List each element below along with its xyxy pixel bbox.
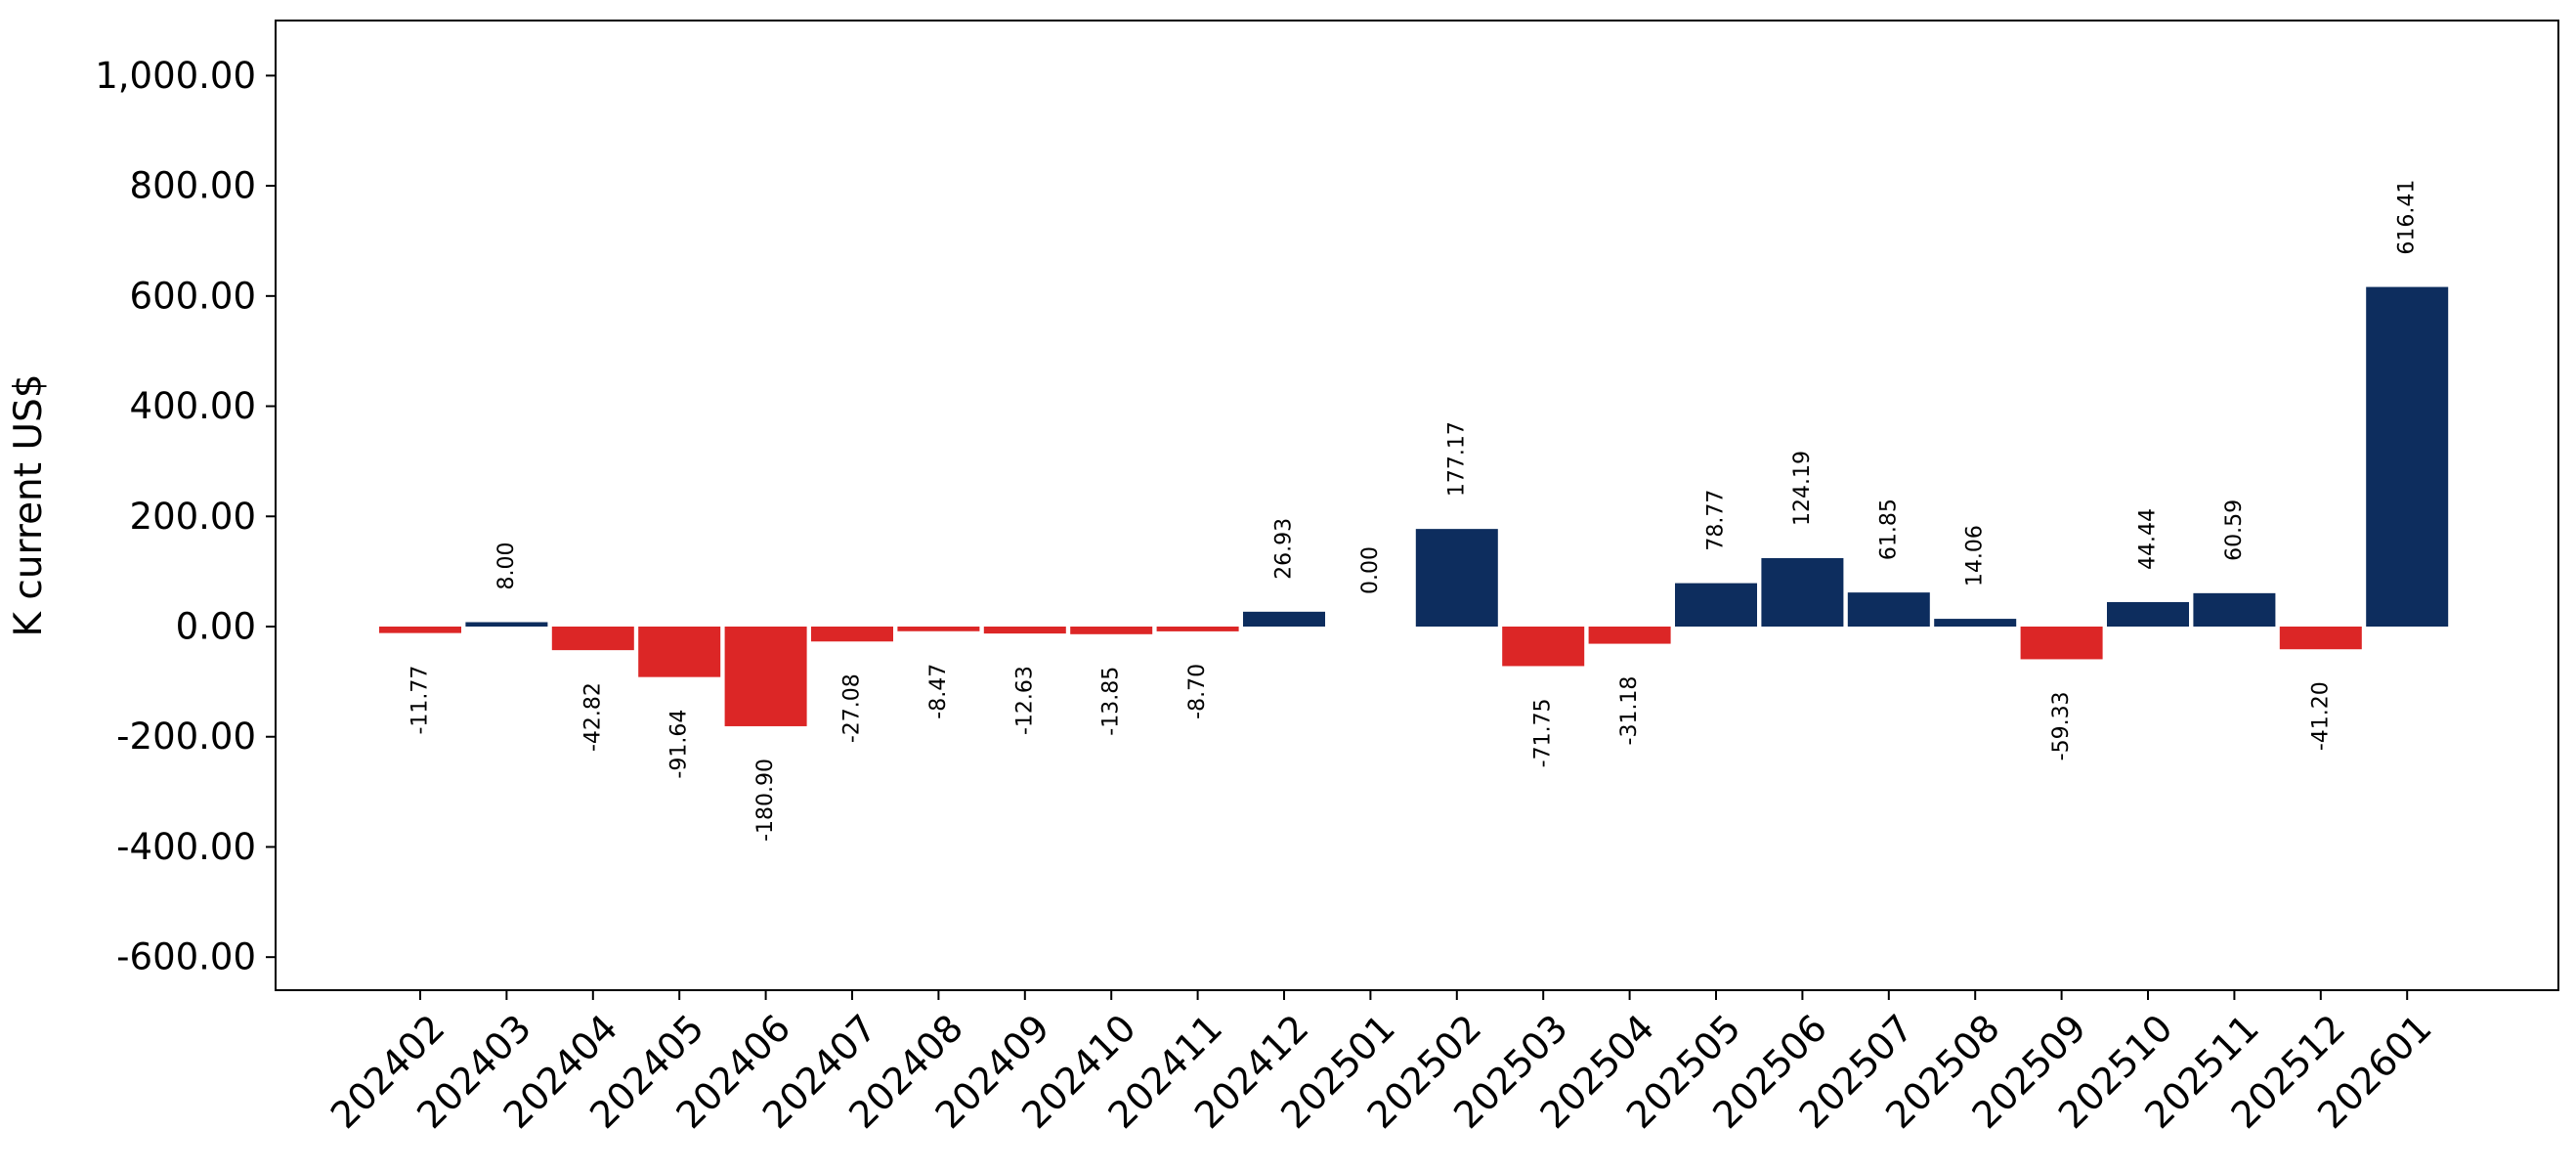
bar-202411 xyxy=(1156,627,1239,631)
bar-202408 xyxy=(897,627,980,631)
bar-202503 xyxy=(1502,627,1585,667)
bar-202410 xyxy=(1070,627,1153,634)
y-tick-label: 200.00 xyxy=(130,496,256,538)
data-label-202403: 8.00 xyxy=(494,543,519,590)
bar-202507 xyxy=(1847,592,1930,627)
data-label-202512: -41.20 xyxy=(2308,681,2333,751)
bar-202510 xyxy=(2107,601,2189,627)
bar-202406 xyxy=(724,627,807,726)
y-axis: -600.00 -400.00 -200.00 0.00 200.00 400.00 600… xyxy=(95,55,276,978)
bar-202404 xyxy=(551,627,634,651)
data-label-202503: -71.75 xyxy=(1531,698,1556,767)
y-axis-label: K current US$ xyxy=(7,373,51,636)
data-label-202510: 44.44 xyxy=(2136,508,2161,570)
y-tick-label: 600.00 xyxy=(130,275,256,317)
data-label-202506: 124.19 xyxy=(1790,451,1815,526)
bar-202505 xyxy=(1675,583,1757,627)
bar-202405 xyxy=(638,627,721,677)
data-label-202508: 14.06 xyxy=(1963,525,1988,586)
y-tick-label: -200.00 xyxy=(116,716,256,758)
data-label-202511: 60.59 xyxy=(2222,499,2247,561)
bar-202403 xyxy=(465,622,548,627)
data-label-202411: -8.70 xyxy=(1185,664,1210,719)
bar-202601 xyxy=(2366,286,2449,627)
y-tick-label: -600.00 xyxy=(116,936,256,978)
bar-202508 xyxy=(1934,619,2017,627)
data-label-202404: -42.82 xyxy=(580,682,605,752)
bar-202407 xyxy=(811,627,893,642)
bar-202512 xyxy=(2279,627,2362,650)
data-label-202504: -31.18 xyxy=(1617,676,1642,746)
y-tick-label: -400.00 xyxy=(116,826,256,868)
bar-202506 xyxy=(1761,558,1844,627)
data-label-202408: -8.47 xyxy=(926,664,951,719)
data-label-202502: 177.17 xyxy=(1444,421,1469,497)
x-axis: 2024022024032024042024052024062024072024… xyxy=(322,990,2440,1137)
y-tick-label: 0.00 xyxy=(176,606,256,648)
bar-202502 xyxy=(1415,529,1498,627)
data-label-202405: -91.64 xyxy=(667,710,692,779)
bar-202511 xyxy=(2193,592,2276,627)
y-tick-label: 800.00 xyxy=(130,165,256,207)
y-tick-label: 1,000.00 xyxy=(95,55,256,97)
bars-group xyxy=(379,286,2449,726)
plot-area-frame xyxy=(275,20,2559,991)
y-tick-label: 400.00 xyxy=(130,385,256,427)
data-label-202407: -27.08 xyxy=(840,673,865,743)
data-label-202509: -59.33 xyxy=(2049,691,2074,760)
data-label-202406: -180.90 xyxy=(753,759,778,842)
data-labels-group: -11.77 8.00 -42.82 -91.64 -180.90 -27.08 -8.47… xyxy=(408,180,2420,842)
data-label-202601: 616.41 xyxy=(2395,180,2420,255)
bar-202409 xyxy=(983,627,1066,634)
data-label-202507: 61.85 xyxy=(1876,499,1901,560)
data-label-202409: -12.63 xyxy=(1012,666,1037,735)
bar-202402 xyxy=(379,627,461,633)
data-label-202501: 0.00 xyxy=(1358,546,1383,594)
data-label-202402: -11.77 xyxy=(408,666,433,735)
bar-202412 xyxy=(1243,611,1325,627)
data-label-202412: 26.93 xyxy=(1272,518,1297,580)
data-label-202505: 78.77 xyxy=(1704,490,1729,551)
bar-202504 xyxy=(1588,627,1671,644)
data-label-202410: -13.85 xyxy=(1099,667,1124,736)
bar-202509 xyxy=(2020,627,2103,660)
